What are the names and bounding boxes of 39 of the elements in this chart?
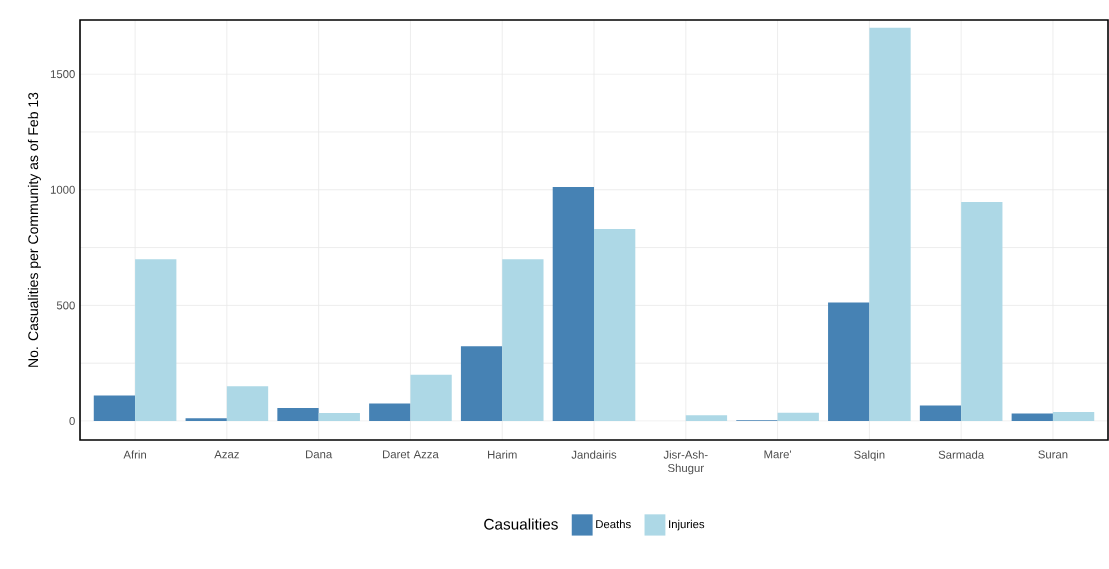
bar xyxy=(594,229,636,422)
bar xyxy=(828,302,870,422)
bar xyxy=(919,405,962,422)
bar xyxy=(552,186,595,422)
x-tick-label: Harim xyxy=(488,450,517,459)
y-tick-label: 500 xyxy=(56,301,75,310)
x-tick-label: Dana xyxy=(306,450,333,459)
bar xyxy=(277,408,319,422)
bar xyxy=(369,403,411,422)
legend-label: Injuries xyxy=(669,519,705,531)
x-tick-label: Azaz xyxy=(214,450,239,459)
bar xyxy=(410,374,452,422)
bar xyxy=(869,27,911,422)
bar xyxy=(777,412,819,422)
legend-label: Deaths xyxy=(596,519,631,529)
x-tick-label: Daret Azza xyxy=(383,450,439,459)
bar xyxy=(226,386,269,422)
y-tick-label: 1000 xyxy=(50,185,75,194)
x-tick-label: Afrin xyxy=(123,450,146,459)
x-tick-label: Suran xyxy=(1038,450,1068,459)
bar xyxy=(1011,413,1053,422)
bar xyxy=(135,259,177,422)
x-tick-label: Sarmada xyxy=(938,450,985,459)
x-tick-label: Jisr-Ash-Shugur xyxy=(663,450,708,475)
legend-title: Casualities xyxy=(484,518,558,530)
bar xyxy=(961,202,1003,422)
x-tick-label: Mare' xyxy=(764,450,791,459)
y-axis-title: No. Casualities per Community as of Feb 13 xyxy=(27,92,41,367)
bar xyxy=(502,259,544,422)
bar xyxy=(185,418,227,422)
y-tick-label: 1500 xyxy=(50,70,75,79)
x-tick-label: Salqin xyxy=(854,450,885,461)
bar xyxy=(460,346,503,422)
x-tick-label: Jandairis xyxy=(571,450,617,459)
bar xyxy=(93,395,136,422)
y-tick-label: 0 xyxy=(69,417,75,426)
bar xyxy=(318,412,360,422)
bar xyxy=(1052,412,1095,422)
bar xyxy=(685,415,728,422)
